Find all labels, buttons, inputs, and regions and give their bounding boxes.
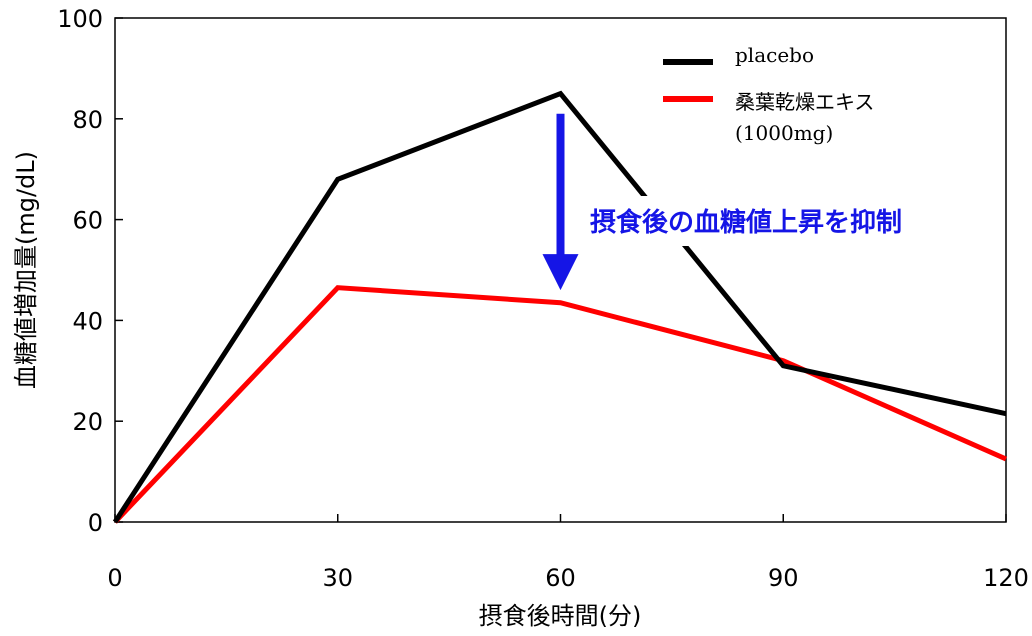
y-tick-label: 80 [72,106,103,134]
x-tick-label: 30 [322,564,353,592]
x-tick-label: 90 [768,564,799,592]
y-tick-label: 20 [72,408,103,436]
y-tick-label: 0 [88,509,103,537]
y-tick-label: 40 [72,307,103,335]
y-axis-title: 血糖値増加量(mg/dL) [12,151,40,389]
y-tick-label: 60 [72,207,103,235]
y-axis: 0 20 40 60 80 100 [57,5,123,537]
legend: placebo 桑葉乾燥エキス (1000mg) [663,43,874,145]
series-line-kuwa [113,285,1008,524]
x-tick-label: 60 [545,564,576,592]
x-axis: 0 30 60 90 120 [107,514,1029,592]
x-tick-label: 0 [107,564,122,592]
annotation-background [585,196,969,246]
annotation-text: 摂食後の血糖値上昇を抑制 [590,207,902,238]
annotation-arrow-head [542,254,579,291]
annotation: 摂食後の血糖値上昇を抑制 [542,113,969,291]
legend-label-kuwa-dose: (1000mg) [735,121,833,145]
y-tick-label: 100 [57,5,103,33]
series-layer [112,90,1008,524]
x-tick-label: 120 [983,564,1029,592]
x-axis-title: 摂食後時間(分) [479,602,642,630]
legend-label-kuwa: 桑葉乾燥エキス [735,90,874,114]
legend-label-placebo: placebo [735,43,814,67]
